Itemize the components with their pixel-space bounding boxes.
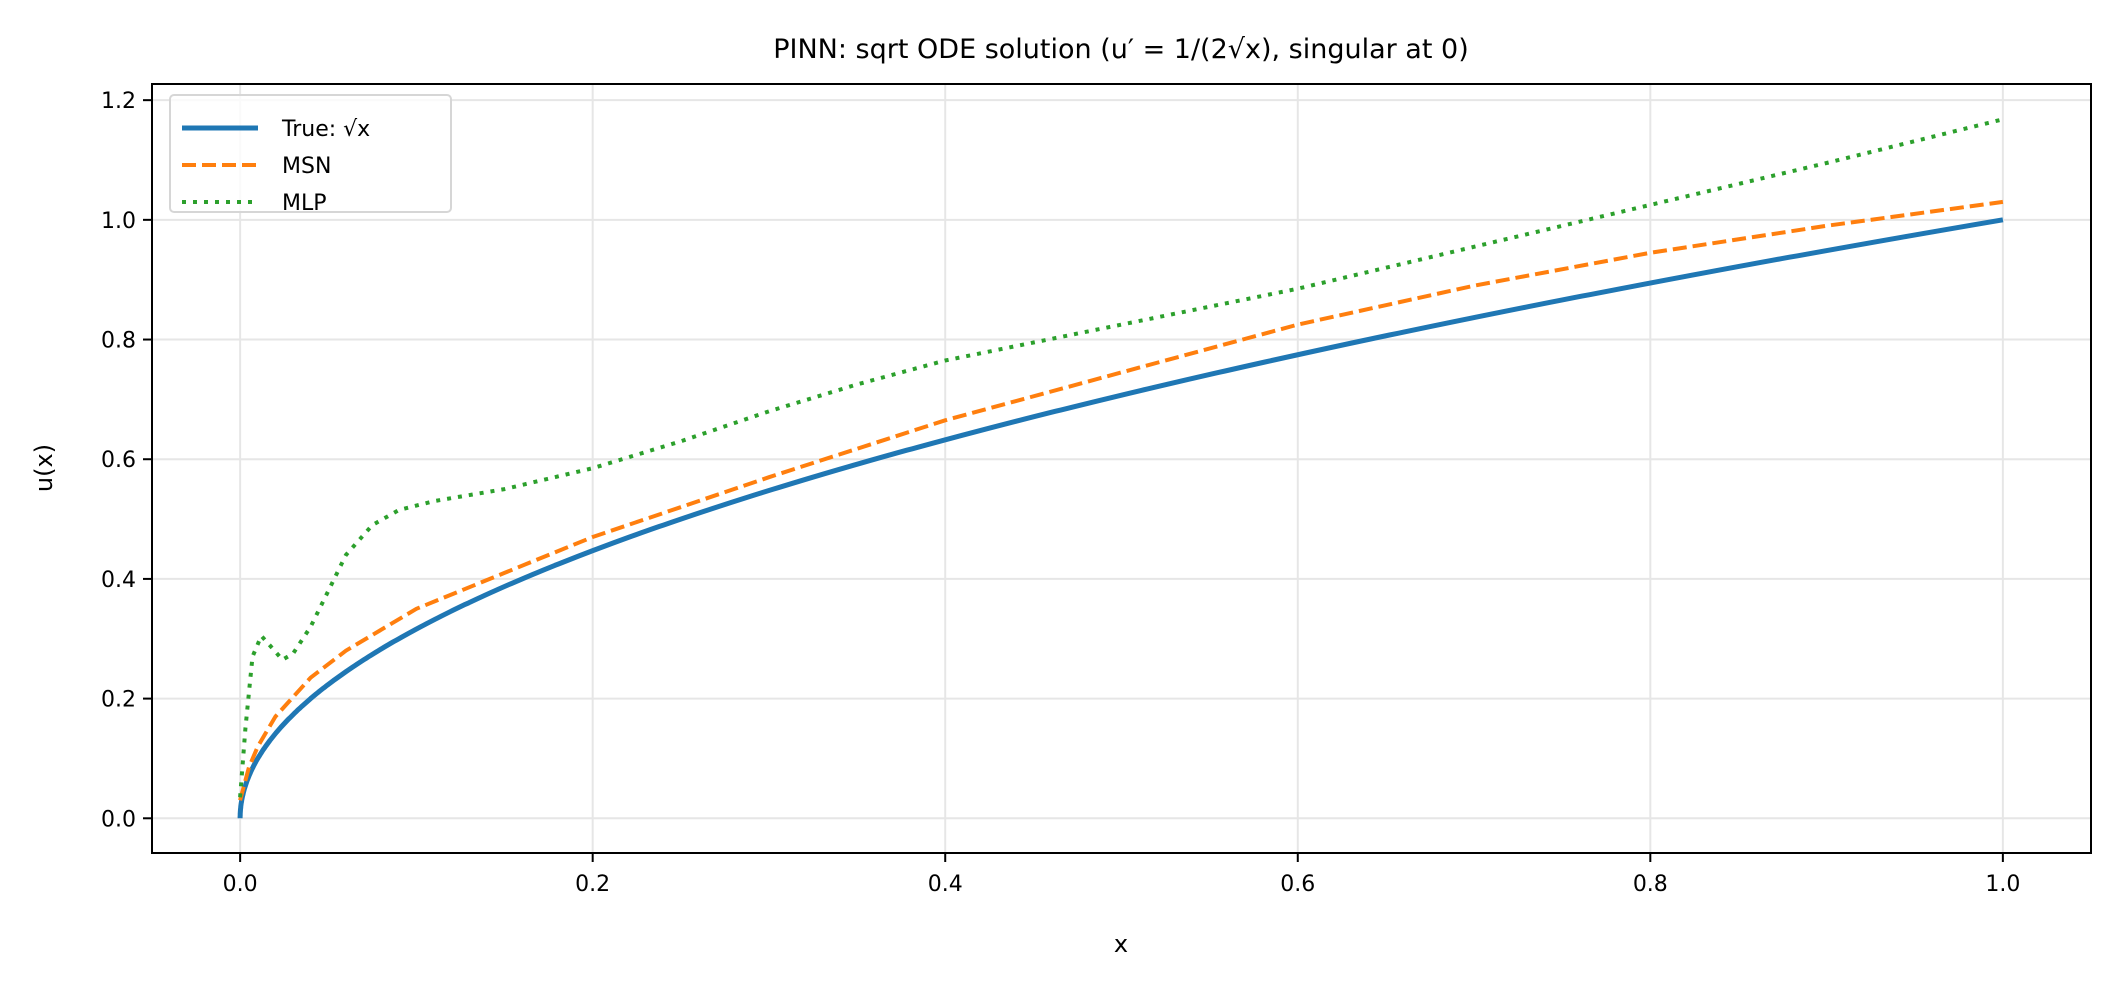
legend-box <box>169 94 452 213</box>
chart-title: PINN: sqrt ODE solution (u′ = 1/(2√x), s… <box>773 34 1469 65</box>
y-tick-label: 1.0 <box>101 209 136 234</box>
x-tick-label: 0.4 <box>928 872 963 897</box>
legend-label-msn: MSN <box>282 154 331 179</box>
y-tick-label: 0.6 <box>101 448 136 473</box>
y-axis-label: u(x) <box>30 444 58 492</box>
y-tick-label: 0.2 <box>101 688 136 713</box>
x-tick-label: 1.0 <box>1985 872 2020 897</box>
series-lines <box>237 117 2004 820</box>
series-line-msn <box>238 199 2004 801</box>
plot-frame <box>151 83 2092 854</box>
x-tick-label: 0.0 <box>223 872 258 897</box>
grid <box>152 84 2091 853</box>
series-line-true-x <box>237 217 2004 820</box>
y-tick-label: 1.2 <box>101 89 136 114</box>
y-tick-label: 0.8 <box>101 329 136 354</box>
x-ticks: 0.0 0.2 0.4 0.6 0.8 1.0 <box>223 853 2020 897</box>
x-axis-label: x <box>1114 930 1128 958</box>
y-ticks: 0.0 0.2 0.4 0.6 0.8 1.0 1.2 <box>101 89 152 832</box>
x-tick-label: 0.2 <box>575 872 610 897</box>
x-tick-label: 0.8 <box>1633 872 1668 897</box>
y-tick-label: 0.0 <box>101 807 136 832</box>
legend-label-true-x: True: √x <box>281 117 370 142</box>
legend: True: √x MSN MLP <box>169 94 452 216</box>
series-line-mlp <box>238 117 2004 798</box>
y-tick-label: 0.4 <box>101 568 136 593</box>
legend-label-mlp: MLP <box>282 191 327 216</box>
x-tick-label: 0.6 <box>1280 872 1315 897</box>
